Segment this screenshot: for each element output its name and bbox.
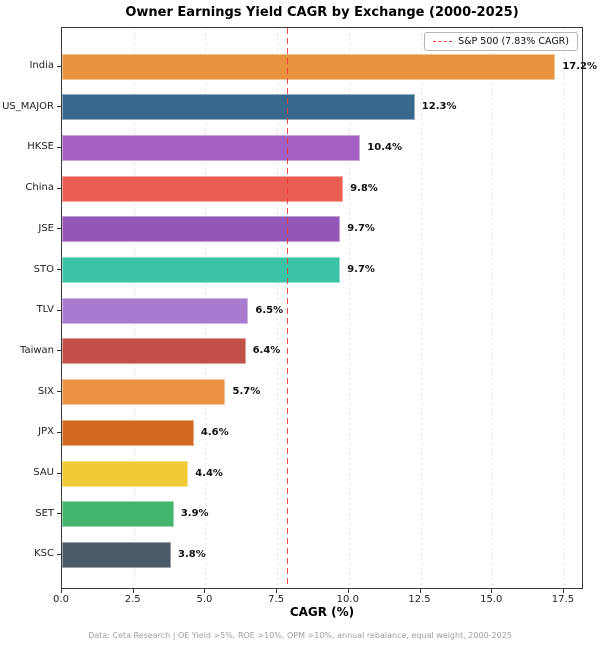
x-tick-mark xyxy=(61,589,62,593)
x-tick-label: 7.5 xyxy=(268,594,285,605)
bar-sto xyxy=(62,257,341,283)
value-label: 9.7% xyxy=(347,264,375,275)
legend-label: S&P 500 (7.83% CAGR) xyxy=(458,36,569,47)
gridline xyxy=(348,28,350,588)
value-label: 3.9% xyxy=(180,508,209,520)
x-tick-mark xyxy=(132,589,134,593)
plot-area: S&P 500 (7.83% CAGR) 17.2% 12.3% 10.4% 9.8%… xyxy=(61,27,597,589)
benchmark-line xyxy=(286,28,289,588)
legend: S&P 500 (7.83% CAGR) xyxy=(424,32,578,51)
y-tick-mark xyxy=(57,106,61,108)
value-label: 17.2% xyxy=(562,60,598,72)
y-tick-label: JSE xyxy=(38,222,54,234)
bar-set xyxy=(62,501,174,528)
value-label: 9.7% xyxy=(347,223,375,235)
gridline xyxy=(563,28,565,588)
x-tick-mark xyxy=(491,589,493,593)
value-label: 6.5% xyxy=(255,304,284,316)
value-label: 9.8% xyxy=(350,182,378,194)
value-label: 12.3% xyxy=(421,101,457,113)
x-tick-label: 15.0 xyxy=(480,594,503,605)
bar-jpx xyxy=(62,419,194,446)
bar-jse xyxy=(62,216,341,243)
benchmark-dash-icon xyxy=(433,41,453,42)
y-tick-label: SIX xyxy=(37,385,54,397)
y-tick-label: SET xyxy=(35,507,54,519)
y-tick-mark xyxy=(57,513,61,515)
footer-note: Data: Ceta Research | OE Yield >5%, ROE … xyxy=(88,631,512,640)
bar-six xyxy=(62,379,226,406)
y-tick-mark xyxy=(57,350,61,352)
bar-taiwan xyxy=(62,338,246,365)
x-tick-label: 12.5 xyxy=(408,594,431,605)
gridline xyxy=(277,28,279,588)
value-label: 4.6% xyxy=(200,426,229,438)
y-tick-label: China xyxy=(25,182,54,194)
x-tick-label: 17.5 xyxy=(551,594,575,605)
y-tick-mark xyxy=(57,269,61,270)
value-label: 6.4% xyxy=(252,345,281,357)
chart-title: Owner Earnings Yield CAGR by Exchange (2… xyxy=(125,5,519,20)
y-tick-label: JPX xyxy=(38,426,54,438)
y-tick-label: KSC xyxy=(34,548,54,560)
value-label: 10.4% xyxy=(367,141,402,153)
y-tick-mark xyxy=(57,309,61,311)
bar-tlv xyxy=(62,297,249,324)
x-tick-label: 5.0 xyxy=(196,594,213,605)
y-tick-mark xyxy=(57,431,61,433)
bar-us_major xyxy=(62,94,415,121)
value-label: 5.7% xyxy=(232,386,261,398)
gridline xyxy=(420,28,422,588)
x-tick-mark xyxy=(204,589,206,593)
value-label: 4.4% xyxy=(195,467,223,479)
value-label: 3.8% xyxy=(177,548,206,560)
x-tick-label: 0.0 xyxy=(53,594,69,605)
y-tick-label: US_MAJOR xyxy=(2,100,54,112)
bar-india xyxy=(62,53,556,80)
y-tick-label: India xyxy=(29,60,54,71)
y-tick-label: SAU xyxy=(33,467,54,478)
y-tick-label: HKSE xyxy=(27,141,54,153)
y-tick-label: STO xyxy=(33,263,54,275)
x-tick-mark xyxy=(419,589,421,593)
x-tick-mark xyxy=(562,589,564,593)
bar-china xyxy=(62,175,344,202)
bar-sau xyxy=(62,460,189,487)
x-tick-mark xyxy=(347,589,349,593)
y-tick-mark xyxy=(57,65,61,67)
gridline xyxy=(492,28,494,588)
y-tick-mark xyxy=(57,391,61,393)
y-tick-mark xyxy=(57,553,61,555)
bar-ksc xyxy=(62,541,171,568)
y-tick-mark xyxy=(57,472,61,474)
y-tick-label: Taiwan xyxy=(19,344,54,356)
x-tick-mark xyxy=(276,589,278,593)
y-tick-mark xyxy=(57,228,61,230)
bar-hkse xyxy=(62,134,361,161)
y-tick-mark xyxy=(57,187,61,189)
y-tick-label: TLV xyxy=(36,304,54,316)
y-tick-mark xyxy=(57,146,61,148)
x-tick-label: 10.0 xyxy=(336,594,359,605)
x-tick-label: 2.5 xyxy=(124,594,141,605)
x-axis-label: CAGR (%) xyxy=(289,605,355,619)
